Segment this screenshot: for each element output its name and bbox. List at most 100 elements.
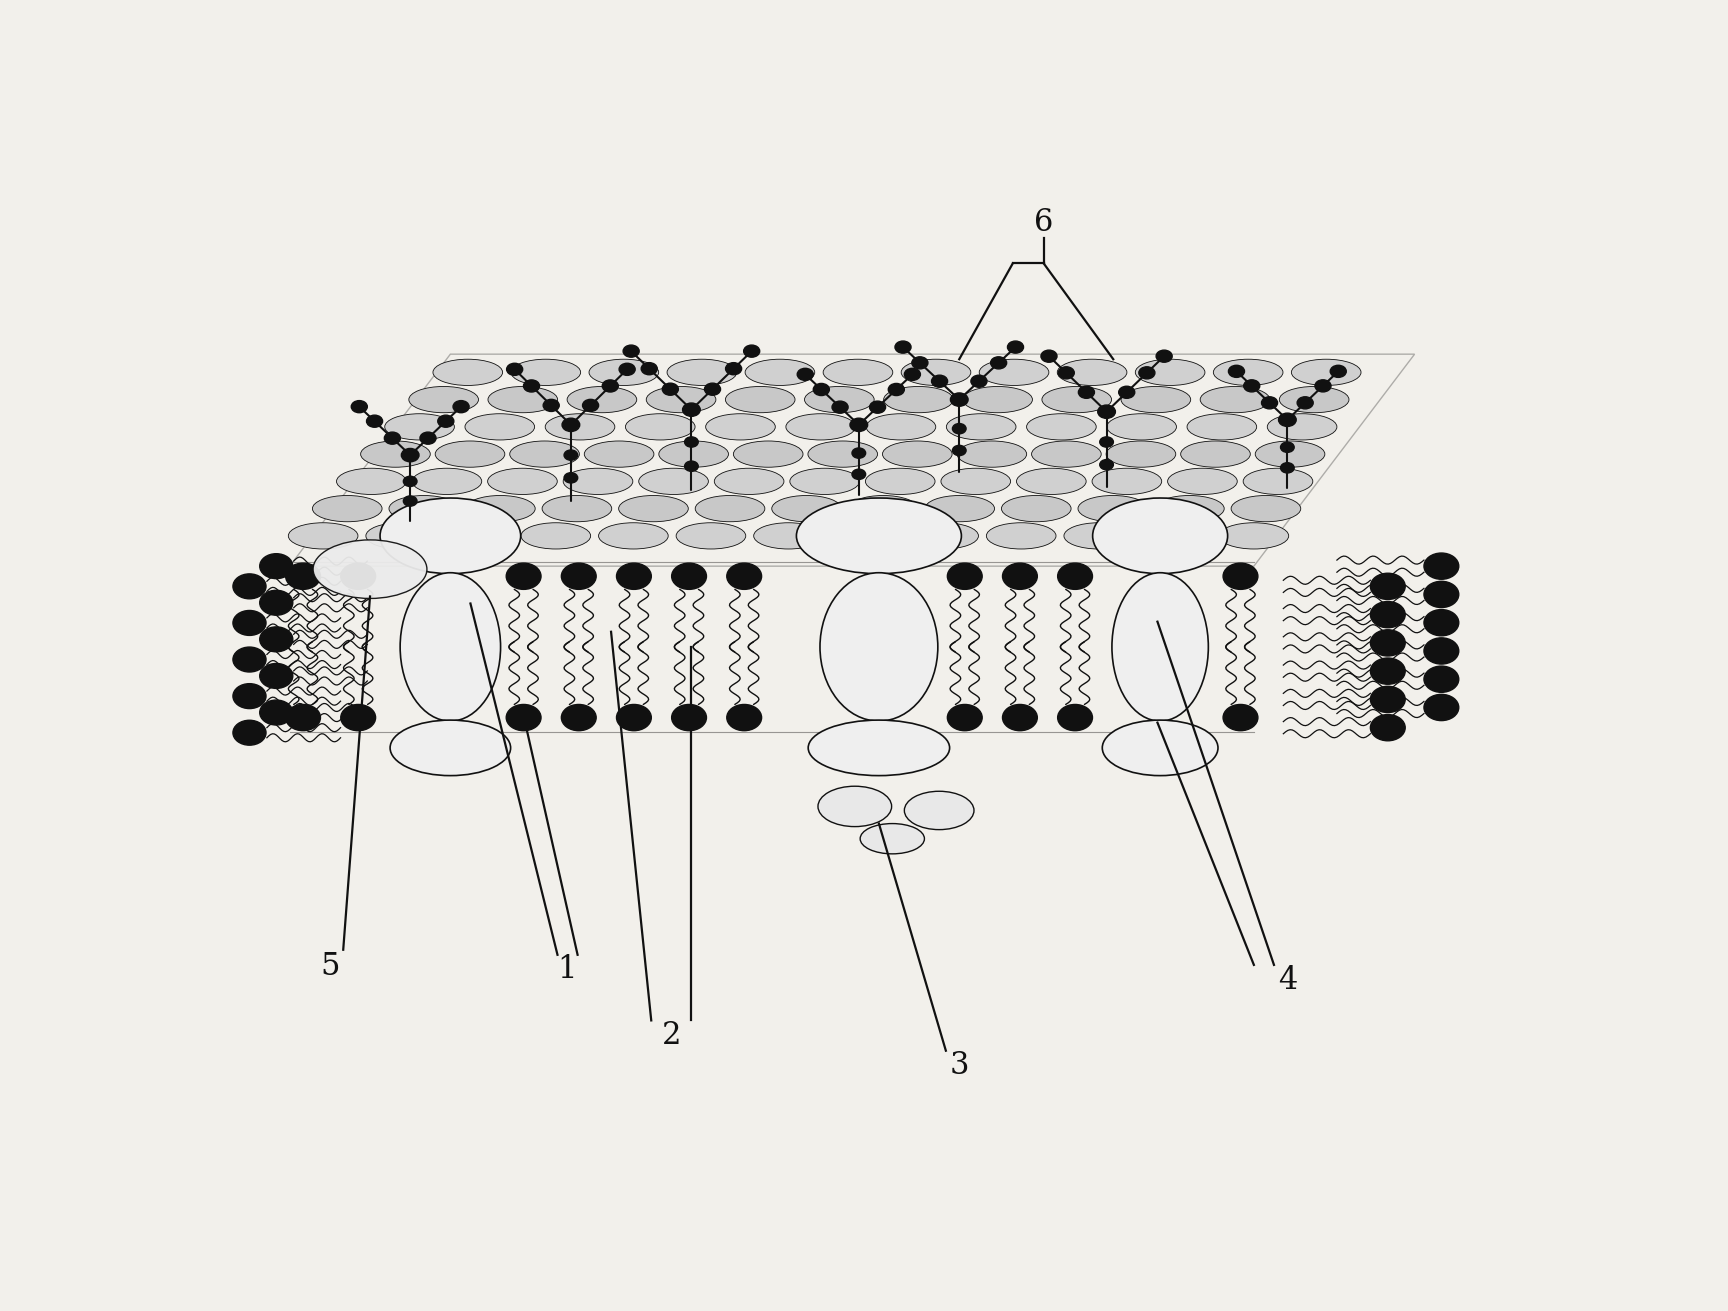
- Ellipse shape: [772, 496, 842, 522]
- Ellipse shape: [1291, 359, 1362, 385]
- Circle shape: [340, 564, 375, 590]
- Text: 6: 6: [1033, 207, 1054, 239]
- Ellipse shape: [831, 523, 900, 549]
- Ellipse shape: [705, 414, 776, 440]
- Ellipse shape: [380, 498, 520, 574]
- Circle shape: [1424, 638, 1458, 665]
- Circle shape: [582, 400, 598, 412]
- Ellipse shape: [1213, 359, 1282, 385]
- Circle shape: [797, 368, 814, 380]
- Circle shape: [662, 383, 679, 395]
- Ellipse shape: [821, 573, 938, 721]
- Circle shape: [1002, 704, 1037, 730]
- Ellipse shape: [444, 523, 513, 549]
- Circle shape: [233, 574, 266, 599]
- Ellipse shape: [733, 440, 804, 467]
- Circle shape: [1370, 714, 1405, 741]
- Ellipse shape: [1168, 468, 1237, 494]
- Ellipse shape: [1032, 440, 1101, 467]
- Text: 3: 3: [949, 1050, 969, 1082]
- Circle shape: [726, 363, 741, 375]
- Ellipse shape: [809, 440, 878, 467]
- Circle shape: [420, 433, 435, 444]
- Circle shape: [947, 704, 982, 730]
- Circle shape: [727, 564, 762, 590]
- Circle shape: [543, 400, 560, 412]
- Ellipse shape: [1106, 440, 1175, 467]
- Ellipse shape: [924, 496, 995, 522]
- Ellipse shape: [861, 823, 924, 853]
- Ellipse shape: [957, 440, 1026, 467]
- Circle shape: [895, 341, 911, 353]
- Circle shape: [1298, 397, 1313, 409]
- Ellipse shape: [619, 496, 688, 522]
- Ellipse shape: [1042, 387, 1111, 413]
- Circle shape: [1007, 341, 1023, 353]
- Ellipse shape: [658, 440, 729, 467]
- Ellipse shape: [805, 387, 874, 413]
- Circle shape: [971, 375, 987, 387]
- Ellipse shape: [883, 440, 952, 467]
- Circle shape: [852, 448, 866, 459]
- Circle shape: [1058, 564, 1092, 590]
- Ellipse shape: [823, 359, 893, 385]
- Ellipse shape: [1279, 387, 1350, 413]
- Ellipse shape: [1092, 468, 1161, 494]
- Ellipse shape: [1142, 523, 1211, 549]
- Ellipse shape: [391, 720, 511, 776]
- Ellipse shape: [1230, 496, 1301, 522]
- Ellipse shape: [790, 468, 859, 494]
- Ellipse shape: [410, 387, 479, 413]
- Circle shape: [1078, 387, 1094, 399]
- Circle shape: [524, 380, 539, 392]
- Circle shape: [563, 450, 577, 460]
- Circle shape: [952, 423, 966, 434]
- Ellipse shape: [465, 496, 536, 522]
- Ellipse shape: [1121, 387, 1191, 413]
- Circle shape: [340, 704, 375, 730]
- Circle shape: [1331, 366, 1346, 378]
- Ellipse shape: [1064, 523, 1134, 549]
- Ellipse shape: [987, 523, 1056, 549]
- Circle shape: [1279, 413, 1296, 426]
- Circle shape: [743, 345, 760, 357]
- Circle shape: [727, 704, 762, 730]
- Circle shape: [1139, 367, 1154, 379]
- Circle shape: [1370, 573, 1405, 599]
- Ellipse shape: [543, 496, 612, 522]
- Ellipse shape: [389, 496, 458, 522]
- Ellipse shape: [866, 414, 937, 440]
- Circle shape: [1370, 602, 1405, 628]
- Circle shape: [672, 564, 707, 590]
- Circle shape: [641, 363, 657, 375]
- Circle shape: [904, 368, 921, 380]
- Ellipse shape: [1108, 414, 1177, 440]
- Ellipse shape: [962, 387, 1032, 413]
- Circle shape: [351, 401, 368, 413]
- Ellipse shape: [1187, 414, 1256, 440]
- Circle shape: [619, 363, 636, 375]
- Ellipse shape: [361, 440, 430, 467]
- Ellipse shape: [1201, 387, 1270, 413]
- Circle shape: [562, 418, 579, 431]
- Ellipse shape: [337, 468, 406, 494]
- Circle shape: [1099, 460, 1113, 469]
- Ellipse shape: [753, 523, 823, 549]
- Circle shape: [684, 461, 698, 472]
- Circle shape: [259, 663, 292, 688]
- Ellipse shape: [385, 414, 454, 440]
- Ellipse shape: [947, 414, 1016, 440]
- Text: 1: 1: [556, 954, 577, 986]
- Circle shape: [403, 496, 416, 506]
- Ellipse shape: [522, 523, 591, 549]
- Ellipse shape: [567, 387, 636, 413]
- Ellipse shape: [411, 468, 482, 494]
- Circle shape: [1370, 686, 1405, 713]
- Ellipse shape: [1111, 573, 1208, 721]
- Circle shape: [401, 448, 418, 461]
- Ellipse shape: [313, 540, 427, 598]
- Ellipse shape: [563, 468, 632, 494]
- Ellipse shape: [1135, 359, 1204, 385]
- Ellipse shape: [401, 573, 501, 721]
- Ellipse shape: [510, 440, 579, 467]
